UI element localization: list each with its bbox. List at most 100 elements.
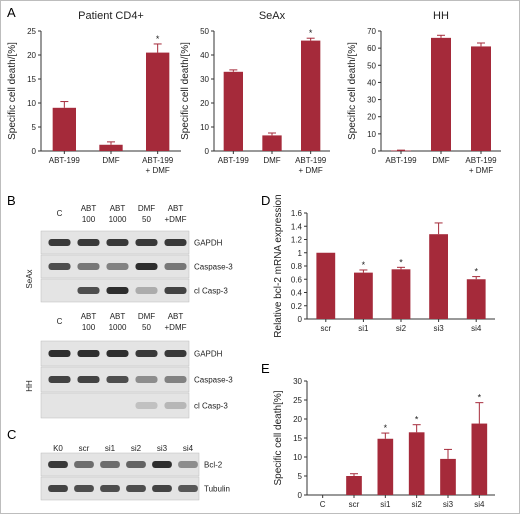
significance-marker: * xyxy=(415,415,419,425)
x-tick-label: ABT-199 xyxy=(295,156,327,165)
y-tick-label: 10 xyxy=(293,453,302,462)
bar xyxy=(223,71,243,151)
chart-a1: Patient CD4+ 0 5 10 15 20 25 Specific cell deat… xyxy=(7,10,181,175)
blot-row-label: Caspase-3 xyxy=(194,376,233,385)
lane-label: ABT xyxy=(81,204,97,213)
y-tick-label: 50 xyxy=(367,61,376,70)
blot-band xyxy=(164,350,187,357)
blot-band xyxy=(106,376,129,383)
x-tick-label: ABT-199 xyxy=(49,156,81,165)
lane-label: C xyxy=(57,209,63,218)
blot-band xyxy=(164,376,187,383)
blot-band xyxy=(135,376,158,383)
blot-band xyxy=(100,485,120,492)
lane-label: 100 xyxy=(82,323,96,332)
y-tick-label: 0 xyxy=(372,147,377,156)
lane-label: si1 xyxy=(105,444,116,453)
blot-band xyxy=(135,402,158,409)
y-tick-label: 20 xyxy=(200,99,209,108)
bar xyxy=(471,423,488,495)
bar xyxy=(146,52,170,151)
lane-label: si4 xyxy=(183,444,194,453)
panel-c-letter: C xyxy=(7,427,16,442)
blot-strip xyxy=(40,392,190,419)
y-axis-label: Specific cell death/[%] xyxy=(7,42,18,140)
blot-band xyxy=(100,461,120,468)
blot-band xyxy=(164,239,187,246)
x-tick-label: C xyxy=(320,500,326,509)
bar xyxy=(99,144,123,151)
chart-d: 0 0.2 0.4 0.6 0.8 1 1.2 1.4 1.6 Relative bcl-2 mR… xyxy=(273,194,495,338)
blot-band xyxy=(135,263,158,270)
panel-b-letter: B xyxy=(7,193,16,208)
blot-band xyxy=(135,239,158,246)
bar xyxy=(301,40,321,151)
x-tick-label: scr xyxy=(320,324,331,333)
y-tick-label: 30 xyxy=(200,75,209,84)
y-tick-label: 1.6 xyxy=(291,209,303,218)
bar xyxy=(466,279,486,319)
western-blot-c-sirna: K0 scr si1 si2 si3 si4 Bcl-2 Tubulin xyxy=(40,444,230,501)
blot-band xyxy=(77,376,100,383)
blot-band xyxy=(106,350,129,357)
y-tick-label: 30 xyxy=(293,377,302,386)
blot-band xyxy=(77,263,100,270)
blot-band xyxy=(48,263,71,270)
chart-title: Patient CD4+ xyxy=(78,10,144,22)
x-tick-label: DMF xyxy=(102,156,119,165)
bar xyxy=(471,46,491,151)
x-tick-label: DMF xyxy=(263,156,280,165)
lane-label: ABT xyxy=(168,312,184,321)
western-blot-b-hh: C ABT 100 ABT 1000 DMF 50 ABT +DMF GAPDH Caspase-3… xyxy=(25,312,233,419)
blot-band xyxy=(48,239,71,246)
blot-row-label: Tubulin xyxy=(204,485,230,494)
y-axis-label: Specific cell death/[%] xyxy=(180,42,191,140)
x-tick-label: ABT-199 xyxy=(218,156,250,165)
significance-marker: * xyxy=(309,28,313,38)
x-tick-label: si3 xyxy=(443,500,454,509)
x-tick-label: DMF xyxy=(432,156,449,165)
blot-row-label: GAPDH xyxy=(194,239,223,248)
blot-band xyxy=(77,287,100,294)
significance-marker: * xyxy=(474,267,478,277)
bar xyxy=(408,432,425,495)
blot-row-label: GAPDH xyxy=(194,350,223,359)
blot-band xyxy=(48,461,68,468)
lane-label: ABT xyxy=(81,312,97,321)
blot-band xyxy=(152,461,172,468)
lane-label: 50 xyxy=(142,323,151,332)
blot-row-label: Caspase-3 xyxy=(194,263,233,272)
blot-band xyxy=(106,263,129,270)
y-tick-label: 0 xyxy=(298,491,303,500)
y-tick-label: 50 xyxy=(200,27,209,36)
cell-line-label: HH xyxy=(25,380,34,392)
blot-band xyxy=(48,485,68,492)
chart-a2: SeAx 0 10 20 30 40 50 Specific cell death/[%] AB… xyxy=(180,10,330,175)
blot-band xyxy=(77,239,100,246)
blot-strip xyxy=(40,452,200,477)
blots-layer: C ABT 100 ABT 1000 DMF 50 ABT +DMF GAPDH Caspase-3… xyxy=(25,204,233,501)
bar xyxy=(316,252,336,319)
lane-label: si2 xyxy=(131,444,142,453)
significance-marker: * xyxy=(399,257,403,267)
y-tick-label: 20 xyxy=(293,415,302,424)
blot-band xyxy=(164,402,187,409)
x-tick-label: si4 xyxy=(471,324,482,333)
bar xyxy=(391,269,411,319)
y-tick-label: 25 xyxy=(27,27,36,36)
y-axis-label: Relative bcl-2 mRNA expression xyxy=(273,194,284,337)
y-tick-label: 25 xyxy=(293,396,302,405)
bar xyxy=(52,107,76,151)
blot-row-label: Bcl-2 xyxy=(204,461,223,470)
bar xyxy=(431,37,451,151)
panel-d-letter: D xyxy=(261,193,270,208)
x-tick-label: si2 xyxy=(396,324,407,333)
lane-label: ABT xyxy=(168,204,184,213)
lane-label: 1000 xyxy=(109,323,127,332)
panel-a-letter: A xyxy=(7,5,16,20)
y-tick-label: 1 xyxy=(298,249,303,258)
y-tick-label: 20 xyxy=(367,113,376,122)
